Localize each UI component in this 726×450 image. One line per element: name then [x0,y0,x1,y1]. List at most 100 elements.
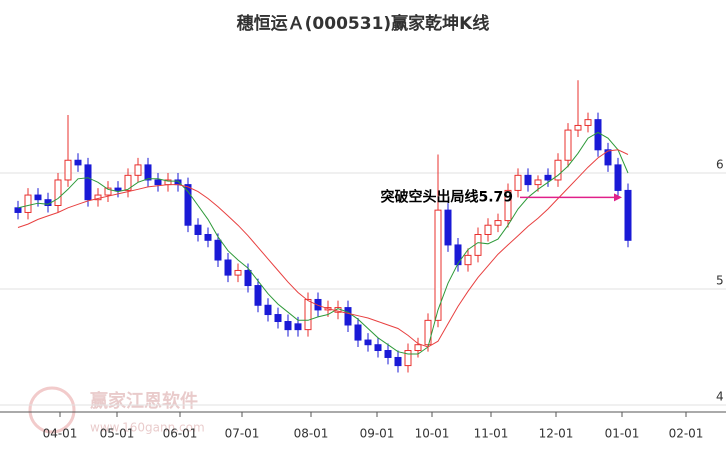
candle-body [394,356,402,367]
candle-body [584,119,592,126]
candle [144,157,152,187]
candle [574,80,582,138]
candle-body [514,174,522,191]
watermark: 赢家江恩软件 www.160gann.com [28,386,205,435]
candle-body [454,244,462,266]
candle-body [574,124,582,131]
annotation-text: 突破空头出局线5.79 [380,188,513,205]
chart-title: 穗恒运Ａ(000531)赢家乾坤K线 [237,13,490,34]
candle [274,307,282,329]
candle-body [234,269,242,276]
candle-body [24,194,32,213]
candle-body [464,254,472,266]
candle [484,218,492,242]
candle [464,248,472,272]
candle [434,154,442,328]
candle-body [564,129,572,161]
candle [304,292,312,337]
x-tick-label: 10-01 [415,427,450,441]
candle-body [254,285,262,306]
candle-body [104,187,112,196]
candle-body [124,174,132,191]
candle-body [64,159,72,181]
candle [14,200,22,220]
candle-body [474,234,482,256]
y-tick-label: 5 [716,274,724,288]
candle [114,181,122,198]
candle [184,177,192,233]
candle-body [534,179,542,186]
candle-body [484,224,492,236]
candle-body [444,209,452,246]
candle [524,168,532,192]
candle-body [544,174,552,181]
candle-body [244,269,252,287]
candle-body [144,164,152,181]
candle [224,253,232,283]
candle [624,183,632,248]
candle [124,168,132,198]
candle-body [494,220,502,226]
candle [444,203,452,252]
candle [314,292,322,317]
candle-body [304,298,312,331]
candle [584,112,592,133]
x-tick-label: 04-01 [43,427,78,441]
x-tick-label: 09-01 [360,427,395,441]
candle [284,314,292,337]
candle [204,227,212,248]
candle-body [344,307,352,326]
candle [154,173,162,192]
candle [254,278,262,313]
candle-body [134,164,142,176]
candle [74,153,82,172]
candle-body [354,324,362,341]
candle [504,183,512,228]
candle-body [274,314,282,323]
candle-body [424,319,432,346]
candle-body [34,194,42,201]
candle-body [74,159,82,166]
ma-line [17,131,629,355]
candle [604,142,612,172]
candle [264,298,272,322]
x-tick-label: 11-01 [474,427,509,441]
candle-body [54,179,62,206]
candle-body [504,189,512,222]
candle [134,157,142,183]
x-tick-label: 05-01 [100,427,135,441]
y-tick-label: 4 [716,390,724,404]
candle-body [184,184,192,226]
candle [404,343,412,373]
candle-body [224,259,232,276]
candle [104,181,112,203]
candle-body [114,187,122,191]
candle [364,333,372,352]
candle-body [264,304,272,316]
candle-body [594,119,602,151]
candle [54,173,62,213]
x-tick-label: 07-01 [225,427,260,441]
candle-body [84,164,92,201]
candle [614,157,622,198]
candle [514,168,522,198]
x-tick-label: 06-01 [163,427,198,441]
candle [64,115,72,187]
candle [394,350,402,373]
candle-body [364,339,372,346]
candle [214,233,222,267]
candle [544,168,552,187]
candle [564,123,572,168]
y-tick-label: 6 [716,158,724,172]
candle-body [434,209,442,321]
candle [594,112,602,157]
candle-body [624,189,632,241]
candle-body [14,207,22,213]
candle [344,300,352,332]
ma-line [17,149,629,348]
candle [374,337,382,358]
candle [384,343,392,365]
watermark-name: 赢家江恩软件 [90,390,198,412]
